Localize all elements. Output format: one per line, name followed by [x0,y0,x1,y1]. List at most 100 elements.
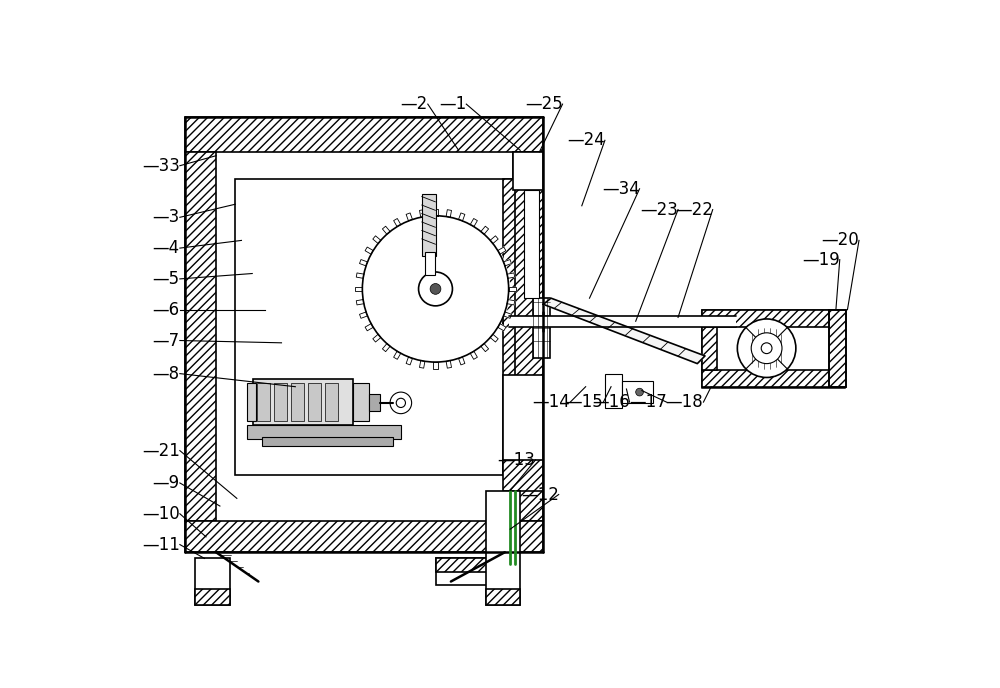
Polygon shape [355,287,362,291]
Bar [253,379,353,425]
Bar [308,383,321,421]
Bar [503,460,543,491]
Polygon shape [507,273,515,279]
Polygon shape [394,219,401,226]
Polygon shape [459,357,465,365]
Polygon shape [433,362,438,369]
Polygon shape [504,312,511,319]
Polygon shape [420,210,425,217]
Text: —10: —10 [142,505,180,523]
Bar [369,394,380,411]
Polygon shape [498,323,506,331]
Bar [325,383,338,421]
Circle shape [396,398,405,407]
Bar [503,179,515,475]
Text: —5: —5 [153,270,180,288]
Text: —22: —22 [675,201,713,219]
Bar [436,558,509,572]
Bar [702,310,844,327]
Bar [425,252,435,275]
Bar [702,310,844,387]
Polygon shape [504,259,511,266]
Text: —8: —8 [153,365,180,383]
Bar [512,152,543,522]
Polygon shape [406,357,412,365]
Bar [503,375,543,475]
Circle shape [761,343,772,354]
Text: —17: —17 [629,393,666,411]
Bar [185,522,543,552]
Circle shape [430,283,441,294]
Bar [512,152,543,191]
Circle shape [361,214,510,364]
Bar [235,179,513,475]
Text: —19: —19 [802,250,840,268]
Text: —6: —6 [153,301,180,319]
Polygon shape [382,343,390,352]
Circle shape [737,319,796,378]
Bar [829,310,846,387]
Text: —13: —13 [498,451,536,469]
Polygon shape [470,219,477,226]
Circle shape [419,272,452,306]
Polygon shape [446,361,451,368]
Bar [422,194,436,256]
Text: —3: —3 [153,208,180,226]
Bar [262,437,393,446]
Bar [486,589,520,605]
Circle shape [390,392,412,413]
Text: —23: —23 [640,201,678,219]
Bar [353,383,369,421]
Text: —9: —9 [153,474,180,492]
Polygon shape [356,299,364,305]
Bar [509,316,736,327]
Polygon shape [365,323,373,331]
Bar [185,117,543,152]
Text: —7: —7 [153,332,180,350]
Text: —34: —34 [602,180,640,198]
Polygon shape [470,351,477,359]
Polygon shape [481,226,489,234]
Polygon shape [360,312,367,319]
Text: —2: —2 [401,95,428,113]
Polygon shape [365,247,373,254]
Text: —12: —12 [521,486,559,504]
Text: —24: —24 [567,131,605,149]
Text: —25: —25 [525,95,563,113]
Text: —4: —4 [153,239,180,257]
Text: —15: —15 [566,393,603,411]
Polygon shape [509,287,516,291]
Bar [274,383,287,421]
Circle shape [636,388,643,396]
Bar [247,383,256,421]
Circle shape [751,333,782,364]
Polygon shape [481,343,489,352]
Polygon shape [420,361,425,368]
Polygon shape [490,334,498,342]
Bar [702,369,844,387]
Polygon shape [490,236,498,244]
Bar [436,558,509,585]
Circle shape [362,216,509,362]
Bar [291,383,304,421]
Polygon shape [459,213,465,221]
Text: —11: —11 [142,535,180,554]
Polygon shape [543,298,705,364]
Bar [622,381,653,403]
Polygon shape [406,213,412,221]
Text: —20: —20 [821,231,859,250]
Polygon shape [446,210,451,217]
Polygon shape [382,226,390,234]
Text: —16: —16 [592,393,630,411]
Polygon shape [373,236,381,244]
Polygon shape [433,209,438,216]
Bar [702,327,717,369]
Bar [247,425,401,439]
Bar [524,191,539,298]
Bar [486,491,520,605]
Polygon shape [356,273,364,279]
Bar [195,559,230,605]
Text: —21: —21 [142,442,180,460]
Text: —18: —18 [666,393,703,411]
Polygon shape [394,351,401,359]
